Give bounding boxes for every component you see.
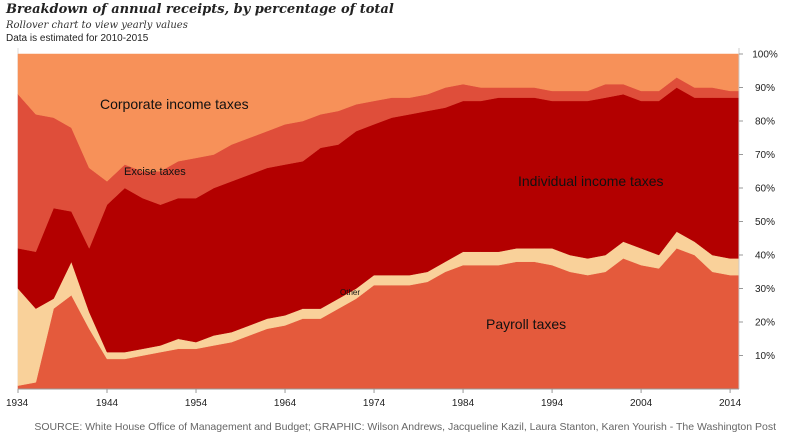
y-tick-label: 50%	[755, 217, 775, 228]
x-tick-label: 1954	[185, 398, 208, 409]
y-tick-label: 40%	[755, 251, 775, 262]
x-tick-label: 1984	[452, 398, 475, 409]
label-excise-taxes: Excise taxes	[124, 166, 186, 178]
area-labels: Corporate income taxes Excise taxes Indivi…	[100, 96, 664, 332]
x-tick-label: 1944	[96, 398, 119, 409]
x-axis: 1934 1944 1954 1964 1974 1984 1994 2004 2014	[6, 389, 742, 409]
chart-title: Breakdown of annual receipts, by percent…	[6, 2, 394, 17]
label-payroll-taxes: Payroll taxes	[486, 316, 566, 332]
y-tick-label: 20%	[755, 318, 775, 329]
y-tick-label: 100%	[752, 50, 778, 61]
source-credit: SOURCE: White House Office of Management…	[34, 421, 776, 433]
y-tick-label: 60%	[755, 184, 775, 195]
label-individual-income-taxes: Individual income taxes	[518, 173, 664, 189]
y-tick-label: 70%	[755, 150, 775, 161]
estimate-note: Data is estimated for 2010-2015	[6, 33, 149, 44]
y-tick-label: 80%	[755, 117, 775, 128]
y-tick-label: 30%	[755, 284, 775, 295]
y-axis: 10% 20% 30% 40% 50% 60% 70% 80% 90% 100%	[739, 50, 778, 362]
x-tick-label: 1974	[363, 398, 386, 409]
x-tick-label: 1994	[541, 398, 564, 409]
x-tick-label: 1964	[274, 398, 297, 409]
y-tick-label: 10%	[755, 351, 775, 362]
x-tick-label: 2004	[630, 398, 653, 409]
label-other: Other	[340, 288, 360, 297]
x-tick-label: 2014	[719, 398, 742, 409]
y-tick-label: 90%	[755, 83, 775, 94]
x-tick-label: 1934	[6, 398, 29, 409]
chart-subtitle: Rollover chart to view yearly values	[6, 20, 188, 31]
label-corporate-income-taxes: Corporate income taxes	[100, 96, 249, 112]
